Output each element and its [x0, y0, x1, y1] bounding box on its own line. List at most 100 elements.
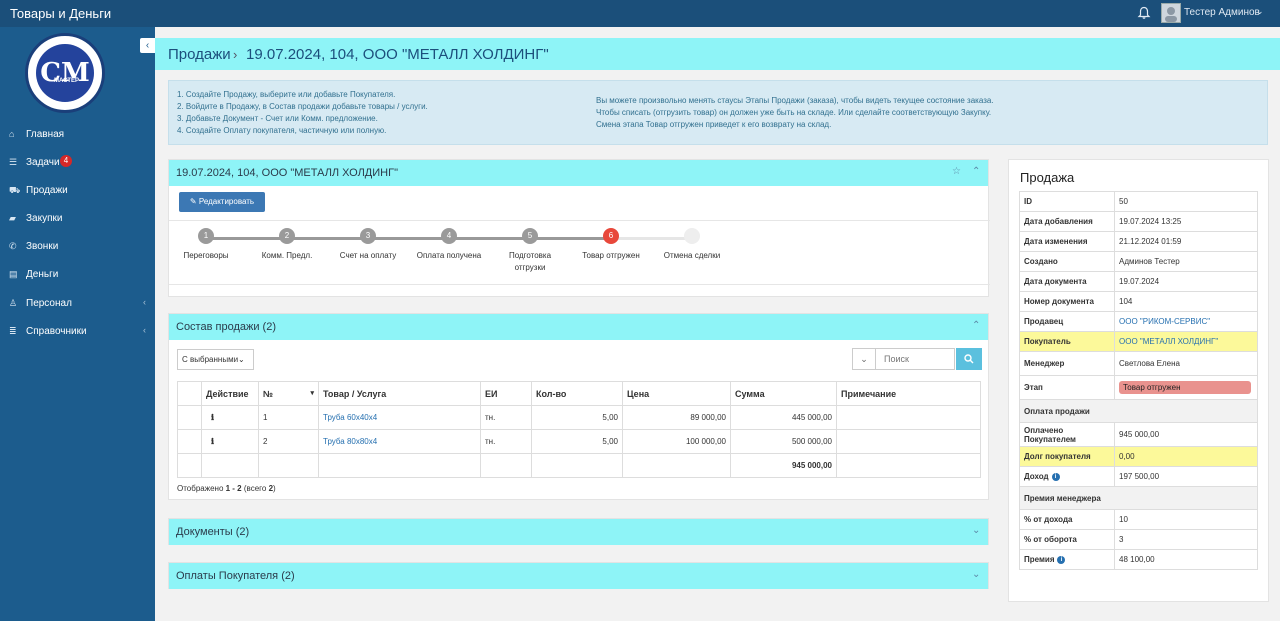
logo-mark: СМ — [36, 44, 94, 102]
stage-step-marker[interactable]: 4 — [441, 228, 457, 244]
stage-step-marker[interactable] — [684, 228, 700, 244]
search-button[interactable] — [956, 348, 982, 370]
search-input[interactable] — [875, 348, 955, 370]
detail-value: 50 — [1114, 191, 1258, 212]
row-select-cell[interactable] — [177, 405, 202, 430]
chevron-up-icon[interactable]: ⌃ — [972, 320, 981, 331]
user-name[interactable]: Тестер Админов — [1184, 7, 1260, 18]
column-header[interactable]: Товар / Услуга — [318, 381, 481, 406]
detail-value: 19.07.2024 13:25 — [1114, 211, 1258, 232]
sale-composition-card: Состав продажи (2) ⌃ С выбранными⌄ ⌄ Дей… — [168, 313, 989, 500]
detail-row: Дата добавления 19.07.2024 13:25 — [1019, 211, 1258, 232]
column-header[interactable]: Сумма — [730, 381, 837, 406]
detail-row: % от оборота 3 — [1019, 529, 1258, 550]
sidebar-item-home[interactable]: ⌂ Главная — [0, 121, 155, 147]
detail-row: Этап Товар отгружен — [1019, 375, 1258, 400]
chevron-up-icon[interactable]: ⌃ — [972, 166, 981, 177]
sidebar-item-money[interactable]: ▤ Деньги — [0, 261, 155, 287]
bell-icon[interactable] — [1137, 6, 1151, 20]
logo[interactable]: СМ МАСТЕР — [25, 33, 105, 113]
column-header[interactable]: Примечание — [836, 381, 981, 406]
summary-range: 1 - 2 — [225, 484, 242, 493]
row-select-cell[interactable] — [177, 429, 202, 454]
product-link[interactable]: Труба 80х80х4 — [318, 429, 481, 454]
sidebar-item-references[interactable]: ≣ Справочники ‹ — [0, 318, 155, 344]
payments-header[interactable]: Оплаты Покупателя (2) ⌄ — [169, 563, 988, 589]
phone-icon: ✆ — [9, 241, 17, 251]
search-filter-dropdown[interactable]: ⌄ — [852, 348, 876, 370]
column-header-number[interactable]: № ▾ — [258, 381, 319, 406]
chevron-down-icon[interactable]: ⌄ — [972, 569, 981, 580]
detail-value[interactable]: ООО "МЕТАЛЛ ХОЛДИНГ" — [1114, 331, 1258, 352]
chevron-down-icon[interactable]: ⌄ — [1256, 6, 1264, 16]
detail-row: Создано Админов Тестер — [1019, 251, 1258, 272]
detail-value: Админов Тестер — [1114, 251, 1258, 272]
cart-icon: ⛟ — [9, 185, 21, 195]
composition-card-header[interactable]: Состав продажи (2) ⌃ — [169, 314, 988, 340]
column-header[interactable]: Кол-во — [531, 381, 623, 406]
tasks-icon: ☰ — [9, 157, 18, 167]
detail-key: Долг покупателя — [1019, 446, 1115, 467]
tasks-count-badge: 4 — [60, 155, 72, 167]
row-sum: 500 000,00 — [730, 429, 837, 454]
sidebar-item-label: Звонки — [26, 241, 59, 252]
row-number: 1 — [258, 405, 319, 430]
chevron-down-icon[interactable]: ⌄ — [972, 525, 981, 536]
breadcrumb-sales-link[interactable]: Продажи — [168, 46, 231, 63]
row-unit: тн. — [480, 405, 532, 430]
info-icon[interactable]: ℹ — [211, 413, 215, 422]
composition-table: Действие № ▾ Товар / Услуга ЕИ Кол-во Цен… — [177, 381, 981, 478]
detail-row: Менеджер Светлова Елена — [1019, 351, 1258, 376]
documents-section[interactable]: Документы (2) ⌄ — [168, 518, 989, 545]
row-action-cell[interactable]: ℹ — [201, 405, 259, 430]
sidebar-collapse-button[interactable]: ‹ — [140, 38, 155, 53]
empty-cell — [318, 453, 481, 478]
sidebar-item-calls[interactable]: ✆ Звонки — [0, 233, 155, 259]
sale-details-table: ID 50 Дата добавления 19.07.2024 13:25 Дата … — [1019, 191, 1258, 570]
row-action-cell[interactable]: ℹ — [201, 429, 259, 454]
column-header[interactable]: Цена — [622, 381, 731, 406]
stage-badge: Товар отгружен — [1119, 381, 1251, 394]
product-link[interactable]: Труба 60х40х4 — [318, 405, 481, 430]
detail-section-title: Оплата продажи — [1019, 399, 1258, 423]
stage-step-marker[interactable]: 3 — [360, 228, 376, 244]
table-row[interactable]: ℹ 2 Труба 80х80х4 тн. 5,00 100 000,00 50… — [177, 429, 981, 454]
detail-key: Дата документа — [1019, 271, 1115, 292]
detail-row: Дата документа 19.07.2024 — [1019, 271, 1258, 292]
select-column-header[interactable] — [177, 381, 202, 406]
detail-key-label: Доход — [1024, 472, 1049, 481]
detail-key: ID — [1019, 191, 1115, 212]
column-header[interactable]: Действие — [201, 381, 259, 406]
info-icon[interactable]: i — [1057, 555, 1066, 564]
stage-step-marker[interactable]: 2 — [279, 228, 295, 244]
info-icon[interactable]: ℹ — [211, 437, 215, 446]
table-header-row: Действие № ▾ Товар / Услуга ЕИ Кол-во Цен… — [177, 381, 981, 406]
stage-step-marker[interactable]: 6 — [603, 228, 619, 244]
detail-value: 10 — [1114, 509, 1258, 530]
detail-value: 0,00 — [1114, 446, 1258, 467]
sidebar-item-sales[interactable]: ⛟ Продажи — [0, 177, 155, 203]
sale-details-panel: Продажа ID 50 Дата добавления 19.07.2024 13… — [1008, 159, 1269, 602]
help-info-box: 1. Создайте Продажу, выберите или добавь… — [168, 80, 1268, 145]
user-icon: ♙ — [9, 298, 18, 308]
column-header[interactable]: ЕИ — [480, 381, 532, 406]
sidebar-item-label: Задачи — [26, 157, 60, 168]
stage-step-marker[interactable]: 5 — [522, 228, 538, 244]
sidebar-item-purchases[interactable]: ▰ Закупки — [0, 205, 155, 231]
detail-key: Оплачено Покупателем — [1019, 422, 1115, 447]
detail-section-header: Премия менеджера — [1019, 486, 1258, 510]
bulk-actions-select[interactable]: С выбранными⌄ — [177, 349, 254, 370]
app-title[interactable]: Товары и Деньги — [10, 6, 112, 21]
sort-down-icon[interactable]: ▾ — [310, 389, 314, 397]
sidebar-item-tasks[interactable]: ☰ Задачи 4 — [0, 149, 155, 175]
edit-button[interactable]: ✎ Редактировать — [179, 192, 265, 212]
sidebar-item-personnel[interactable]: ♙ Персонал ‹ — [0, 290, 155, 316]
payments-section[interactable]: Оплаты Покупателя (2) ⌄ — [168, 562, 989, 589]
detail-value[interactable]: ООО "РИКОМ-СЕРВИС" — [1114, 311, 1258, 332]
table-row[interactable]: ℹ 1 Труба 60х40х4 тн. 5,00 89 000,00 445… — [177, 405, 981, 430]
documents-header[interactable]: Документы (2) ⌄ — [169, 519, 988, 545]
star-icon[interactable]: ☆ — [952, 166, 961, 177]
avatar[interactable] — [1161, 3, 1181, 23]
info-icon[interactable]: i — [1051, 472, 1060, 481]
stage-step-marker[interactable]: 1 — [198, 228, 214, 244]
